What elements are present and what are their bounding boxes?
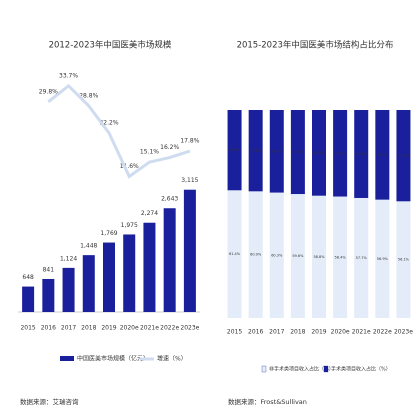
bar-label: 1,448	[80, 243, 97, 250]
source: 数据来源：艾瑞咨询	[20, 397, 79, 406]
legend-label: 中国医美市场规模（亿元）	[77, 355, 149, 363]
bar	[123, 234, 136, 312]
bar	[103, 242, 115, 312]
x-tick-label: 2021e	[352, 329, 371, 336]
bar-segment	[354, 197, 369, 318]
legend-swatch	[60, 356, 74, 361]
legend-label: 手术类项目收入占比（%）	[331, 366, 391, 373]
x-tick-label: 2017	[269, 329, 284, 336]
x-tick-label: 2022e	[160, 325, 179, 332]
segment-label: 42.3%	[356, 152, 368, 156]
segment-label: 58.8%	[313, 255, 325, 259]
x-tick-label: 2023e	[180, 325, 199, 332]
x-tick-label: 2019	[311, 329, 326, 336]
segment-label: 39.7%	[271, 149, 283, 153]
line-label: 16.2%	[160, 144, 179, 151]
segment-label: 43.1%	[377, 153, 389, 157]
chart-title: 2015-2023年中国医美市场结构占比分布	[237, 40, 394, 51]
x-tick-label: 2018	[290, 329, 305, 336]
x-tick-label: 2020e	[120, 325, 139, 332]
segment-label: 58.4%	[335, 255, 347, 259]
x-tick-label: 2020e	[331, 329, 350, 336]
x-tick-label: 2019	[101, 325, 116, 332]
x-tick-label: 2017	[61, 325, 76, 332]
bar-segment	[269, 110, 284, 193]
bar-segment	[396, 201, 411, 318]
growth-line	[47, 83, 191, 179]
bar-segment	[290, 110, 305, 195]
bar	[42, 278, 55, 312]
bar-segment	[269, 192, 284, 318]
segment-label: 38.6%	[229, 148, 241, 152]
x-tick-label: 2016	[41, 325, 56, 332]
bar-label: 1,975	[121, 222, 138, 229]
bar-label: 3,115	[181, 177, 198, 184]
x-tick-label: 2023e	[394, 329, 413, 336]
bar-segment	[227, 110, 242, 191]
bar-segment	[227, 190, 242, 318]
bar-segment	[248, 110, 263, 192]
bar	[183, 189, 196, 312]
bar-segment	[290, 194, 305, 318]
bar-label: 841	[43, 266, 55, 273]
x-tick-label: 2016	[248, 329, 263, 336]
chart-title: 2012-2023年中国医美市场规模	[49, 40, 172, 51]
legend-label: 增速（%）	[157, 355, 187, 363]
segment-label: 57.7%	[356, 256, 368, 260]
bar-label: 1,124	[60, 255, 77, 262]
line-label: 28.8%	[79, 92, 98, 99]
legend-label: 非手术类项目收入占比（%）	[269, 366, 334, 373]
source: 数据来源：Frost&Sullivan	[228, 397, 307, 406]
bar	[62, 267, 75, 312]
line-label: 22.2%	[99, 119, 118, 126]
segment-label: 60.3%	[271, 253, 283, 257]
segment-label: 40.4%	[292, 150, 304, 154]
segment-label: 41.2%	[313, 151, 325, 155]
bar-segment	[354, 110, 369, 198]
bar-label: 1,769	[100, 230, 117, 237]
bar	[163, 208, 176, 312]
x-tick-label: 2018	[81, 325, 96, 332]
x-tick-label: 2015	[20, 325, 35, 332]
line-label: 33.7%	[59, 72, 78, 79]
bar-segment	[375, 199, 390, 318]
bar	[22, 286, 35, 312]
bar-segment	[333, 196, 348, 318]
bar	[143, 222, 156, 312]
legend-swatch	[261, 365, 267, 373]
bar	[82, 255, 95, 312]
line-label: 15.1%	[140, 149, 159, 156]
bar-segment	[396, 110, 411, 202]
segment-label: 61.4%	[229, 252, 241, 256]
x-tick-label: 2015	[227, 329, 242, 336]
line-label: 29.8%	[39, 88, 58, 95]
bar-segment	[312, 110, 326, 196]
bar-label: 2,643	[161, 196, 178, 203]
segment-label: 43.9%	[398, 154, 410, 158]
bar-segment	[312, 195, 326, 318]
segment-label: 56.9%	[377, 257, 389, 261]
bar-segment	[375, 110, 390, 200]
x-tick-label: 2021e	[140, 325, 159, 332]
line-label: 11.6%	[120, 163, 139, 170]
x-tick-label: 2022e	[373, 329, 392, 336]
bar-segment	[333, 110, 348, 197]
bar-label: 648	[22, 274, 34, 281]
line-label: 17.8%	[180, 138, 199, 145]
bar-segment	[248, 191, 263, 318]
segment-label: 59.6%	[292, 254, 304, 258]
legend-swatch	[323, 365, 329, 373]
segment-label: 39.1%	[250, 149, 262, 153]
segment-label: 56.1%	[398, 258, 410, 262]
segment-label: 60.9%	[250, 253, 262, 257]
bar-label: 2,274	[141, 210, 158, 217]
segment-label: 41.6%	[335, 151, 347, 155]
